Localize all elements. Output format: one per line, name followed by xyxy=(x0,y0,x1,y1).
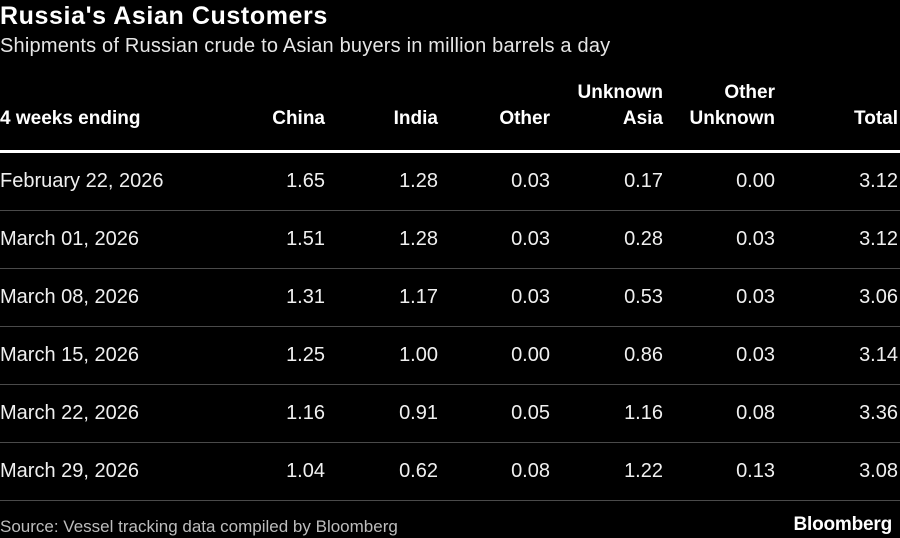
cell-date: March 01, 2026 xyxy=(0,228,139,250)
cell-other: 0.03 xyxy=(511,228,550,250)
column-header-china: China xyxy=(272,108,325,129)
cell-other-unknown: 0.13 xyxy=(736,460,775,482)
column-header-india: India xyxy=(393,108,438,129)
cell-other-unknown: 0.03 xyxy=(736,286,775,308)
cell-other-unknown: 0.03 xyxy=(736,228,775,250)
cell-total: 3.14 xyxy=(859,344,898,366)
cell-india: 1.00 xyxy=(399,344,438,366)
cell-unknown-asia: 0.17 xyxy=(624,170,663,192)
bloomberg-logo: Bloomberg xyxy=(793,514,893,535)
cell-india: 1.17 xyxy=(399,286,438,308)
chart-title: Russia's Asian Customers xyxy=(0,2,328,30)
table-row: March 01, 2026 1.51 1.28 0.03 0.28 0.03 3.12 xyxy=(0,211,900,269)
cell-date: March 22, 2026 xyxy=(0,402,139,424)
cell-total: 3.12 xyxy=(859,170,898,192)
cell-date: March 08, 2026 xyxy=(0,286,139,308)
cell-other-unknown: 0.00 xyxy=(736,170,775,192)
data-table: 4 weeks ending China India Other Unknown… xyxy=(0,80,900,501)
table-row: March 22, 2026 1.16 0.91 0.05 1.16 0.08 3.36 xyxy=(0,385,900,443)
source-note: Source: Vessel tracking data compiled by… xyxy=(0,517,398,536)
cell-unknown-asia: 1.16 xyxy=(624,402,663,424)
cell-other: 0.00 xyxy=(511,344,550,366)
cell-unknown-asia: 0.86 xyxy=(624,344,663,366)
column-header-unknown-asia: Unknown Asia xyxy=(577,82,664,129)
cell-china: 1.31 xyxy=(286,286,325,308)
chart-subtitle: Shipments of Russian crude to Asian buye… xyxy=(0,35,611,57)
column-header-total: Total xyxy=(854,108,898,129)
cell-date: March 29, 2026 xyxy=(0,460,139,482)
cell-india: 1.28 xyxy=(399,170,438,192)
table-body: February 22, 2026 1.65 1.28 0.03 0.17 0.00 3.1… xyxy=(0,153,900,501)
cell-unknown-asia: 1.22 xyxy=(624,460,663,482)
column-header-other: Other xyxy=(499,108,550,129)
cell-india: 0.62 xyxy=(399,460,438,482)
cell-total: 3.36 xyxy=(859,402,898,424)
cell-china: 1.16 xyxy=(286,402,325,424)
cell-other-unknown: 0.08 xyxy=(736,402,775,424)
cell-india: 0.91 xyxy=(399,402,438,424)
cell-total: 3.06 xyxy=(859,286,898,308)
cell-other: 0.03 xyxy=(511,170,550,192)
cell-other: 0.03 xyxy=(511,286,550,308)
cell-other: 0.05 xyxy=(511,402,550,424)
cell-date: March 15, 2026 xyxy=(0,344,139,366)
cell-unknown-asia: 0.53 xyxy=(624,286,663,308)
cell-total: 3.12 xyxy=(859,228,898,250)
cell-other-unknown: 0.03 xyxy=(736,344,775,366)
table-row: March 29, 2026 1.04 0.62 0.08 1.22 0.13 3.08 xyxy=(0,443,900,501)
cell-date: February 22, 2026 xyxy=(0,170,164,192)
cell-total: 3.08 xyxy=(859,460,898,482)
cell-china: 1.25 xyxy=(286,344,325,366)
cell-china: 1.04 xyxy=(286,460,325,482)
column-header-date: 4 weeks ending xyxy=(0,108,141,129)
column-header-other-unknown: Other Unknown xyxy=(689,82,776,129)
table-header: 4 weeks ending China India Other Unknown… xyxy=(0,80,900,153)
table-row: March 08, 2026 1.31 1.17 0.03 0.53 0.03 3.06 xyxy=(0,269,900,327)
cell-china: 1.65 xyxy=(286,170,325,192)
table-row: February 22, 2026 1.65 1.28 0.03 0.17 0.00 3.1… xyxy=(0,153,900,211)
cell-other: 0.08 xyxy=(511,460,550,482)
table-row: March 15, 2026 1.25 1.00 0.00 0.86 0.03 3.14 xyxy=(0,327,900,385)
cell-china: 1.51 xyxy=(286,228,325,250)
cell-unknown-asia: 0.28 xyxy=(624,228,663,250)
cell-india: 1.28 xyxy=(399,228,438,250)
